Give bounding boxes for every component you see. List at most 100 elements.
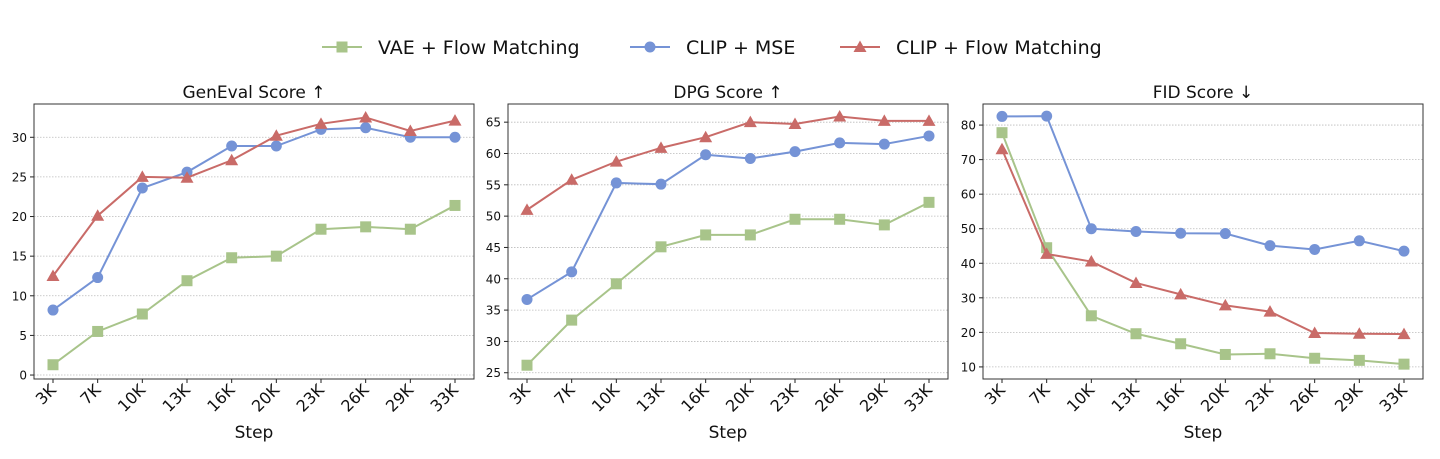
data-point [449,131,461,143]
x-tick-label: 3K [32,380,60,408]
data-point [181,275,193,287]
data-point [1219,228,1231,240]
data-point [269,129,283,141]
axes-frame [982,103,1424,380]
y-tick-label: 60 [486,147,501,161]
data-point [923,196,935,208]
series-line [526,201,930,366]
legend-label: CLIP + Flow Matching [896,37,1102,59]
axes-frame [33,103,475,380]
data-point [700,229,712,241]
series-1 [47,122,461,316]
x-tick-label: 3K [506,380,534,408]
data-point [654,141,668,153]
series-2 [520,110,936,215]
data-point [1352,327,1366,339]
x-tick-label: 33K [427,380,463,416]
x-tick-label: 33K [901,380,937,416]
y-tick-label: 10 [961,360,976,374]
data-point [996,110,1008,122]
y-tick-label: 10 [12,289,27,303]
data-point [996,127,1008,139]
data-point [1130,225,1142,237]
data-point [1398,245,1410,257]
data-point [1084,255,1098,267]
x-tick-label: 10K [114,380,150,416]
x-tick-label: 16K [1152,380,1188,416]
data-point [922,114,936,126]
data-point [1130,328,1142,340]
x-tick-label: 13K [633,380,669,416]
series-1 [996,110,1410,257]
x-tick-label: 7K [76,380,104,408]
data-point [877,114,891,126]
series-line [1001,148,1405,336]
legend: VAE + Flow Matching CLIP + MSE CLIP + Flow… [322,37,1102,59]
y-tick-label: 65 [486,116,501,130]
data-point [833,110,847,122]
y-tick-label: 60 [961,188,976,202]
y-tick-label: 40 [486,272,501,286]
y-tick-label: 45 [486,241,501,255]
x-tick-label: 26K [337,380,373,416]
y-tick-label: 35 [486,304,501,318]
data-point [1085,223,1097,235]
data-point [226,140,238,152]
legend-marker-square [336,41,348,53]
data-point [449,199,461,211]
x-tick-label: 20K [1197,380,1233,416]
data-point [135,170,149,182]
data-point [655,241,667,253]
data-point [47,304,59,316]
data-point [789,213,801,225]
y-tick-label: 40 [961,257,976,271]
x-tick-label: 20K [248,380,284,416]
data-point [834,213,846,225]
series-line [1001,115,1405,253]
x-tick-label: 10K [588,380,624,416]
data-point [1398,358,1410,370]
legend-entry: VAE + Flow Matching [322,37,580,59]
y-tick-label: 30 [486,335,501,349]
series-line [52,116,456,277]
data-point [448,114,462,126]
data-point [699,130,713,143]
legend-entry: CLIP + Flow Matching [840,37,1102,59]
y-tick-label: 50 [486,210,501,224]
data-point [878,138,890,150]
series-line [526,134,930,301]
data-point [1353,235,1365,247]
data-point [789,146,801,158]
data-point [744,152,756,164]
data-point [91,209,105,221]
data-point [1041,110,1053,122]
y-tick-label: 30 [961,291,976,305]
chart-title: GenEval Score ↑ [182,83,325,103]
y-tick-label: 5 [19,329,27,343]
x-axis-label: Step [1184,423,1223,443]
data-point [565,173,579,185]
x-tick-label: 10K [1063,380,1099,416]
data-point [1175,338,1187,350]
data-point [404,223,416,235]
chart-title: DPG Score ↑ [673,83,782,103]
x-tick-label: 16K [677,380,713,416]
x-tick-label: 29K [382,380,418,416]
y-tick-label: 25 [486,366,501,380]
y-tick-label: 70 [961,153,976,167]
data-point [566,314,578,326]
data-point [834,137,846,149]
series-0 [521,196,935,371]
x-tick-label: 7K [550,380,578,408]
data-point [788,117,802,130]
data-point [744,229,756,241]
series-line [52,126,455,311]
y-tick-label: 50 [961,222,976,236]
data-point [270,140,282,152]
data-point [655,178,667,190]
x-tick-label: 23K [293,380,329,416]
series-2 [46,110,462,281]
x-tick-label: 13K [1108,380,1144,416]
